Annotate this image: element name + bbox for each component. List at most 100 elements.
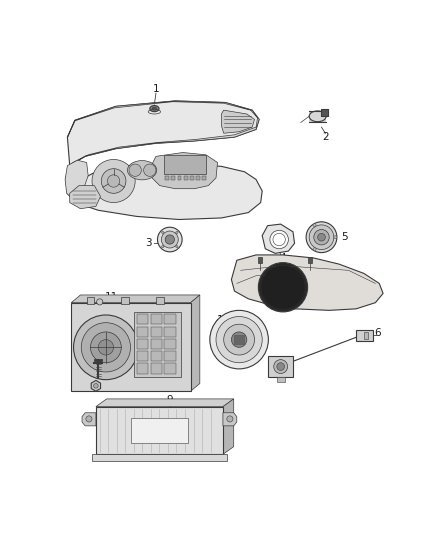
Text: 1: 1 [152,84,159,94]
Polygon shape [191,295,200,391]
Bar [164,327,176,336]
Bar [164,364,176,374]
Text: 5: 5 [341,232,348,242]
Bar [309,111,326,122]
Circle shape [261,265,304,309]
Circle shape [98,340,113,355]
Circle shape [313,224,316,227]
Bar [164,314,176,324]
Text: 8: 8 [79,381,86,391]
Ellipse shape [127,160,157,180]
Bar [364,332,368,339]
Bar [87,296,94,304]
Circle shape [107,175,120,187]
Bar [134,312,180,377]
Polygon shape [262,224,294,253]
Bar [164,155,206,174]
Circle shape [162,245,164,248]
Bar [137,364,148,374]
Polygon shape [67,101,259,166]
Circle shape [92,159,135,203]
Bar [164,339,176,349]
Circle shape [176,245,178,248]
Ellipse shape [309,111,326,122]
Bar [190,176,194,180]
Text: 4: 4 [280,253,286,263]
Polygon shape [223,399,234,454]
Polygon shape [223,413,237,426]
Circle shape [158,227,182,252]
Circle shape [227,416,233,422]
Text: 10: 10 [217,314,230,325]
Circle shape [144,164,156,176]
Circle shape [94,384,98,388]
Bar [137,327,148,336]
Text: 11: 11 [105,292,118,302]
Text: 6: 6 [374,328,381,338]
Circle shape [129,164,141,176]
Circle shape [270,230,288,249]
Circle shape [224,324,254,355]
Circle shape [216,317,262,363]
Polygon shape [70,185,100,209]
Circle shape [162,231,164,233]
Bar [165,176,169,180]
Circle shape [165,235,174,244]
Polygon shape [91,381,101,391]
Circle shape [274,360,288,374]
Bar [171,176,175,180]
Polygon shape [152,152,218,189]
Circle shape [314,230,329,245]
Circle shape [86,416,92,422]
Bar [151,351,162,361]
Text: 3: 3 [145,238,152,248]
Circle shape [91,332,121,363]
Circle shape [231,332,247,348]
Circle shape [277,363,285,370]
Bar [177,176,181,180]
Circle shape [334,236,337,239]
Polygon shape [231,255,383,310]
Polygon shape [82,413,96,426]
Bar [234,335,244,344]
Bar [137,351,148,361]
Bar [71,303,191,391]
Text: 9: 9 [166,395,173,406]
Bar [321,109,328,116]
Circle shape [273,233,285,246]
Bar [356,329,373,341]
Bar [137,314,148,324]
Bar [137,339,148,349]
Bar [184,176,187,180]
Circle shape [81,322,131,372]
Bar [277,377,285,382]
Bar [151,339,162,349]
Circle shape [161,231,178,248]
Circle shape [318,233,325,241]
Text: 7: 7 [95,353,102,363]
Bar [92,454,227,461]
Circle shape [176,231,178,233]
Bar [307,257,312,263]
Text: 2: 2 [322,132,328,142]
Circle shape [306,222,337,253]
Bar [202,176,206,180]
Bar [196,176,200,180]
Circle shape [97,299,103,305]
Polygon shape [221,110,254,133]
Polygon shape [96,399,234,407]
Circle shape [258,263,307,312]
Bar [268,356,293,377]
Circle shape [101,168,126,193]
Circle shape [309,225,334,249]
Ellipse shape [152,107,157,110]
Bar [151,314,162,324]
Polygon shape [71,295,200,303]
Bar [151,364,162,374]
Circle shape [313,248,316,251]
Bar [131,418,188,443]
Bar [164,351,176,361]
Bar [151,327,162,336]
Polygon shape [65,160,88,199]
Bar [121,296,129,304]
